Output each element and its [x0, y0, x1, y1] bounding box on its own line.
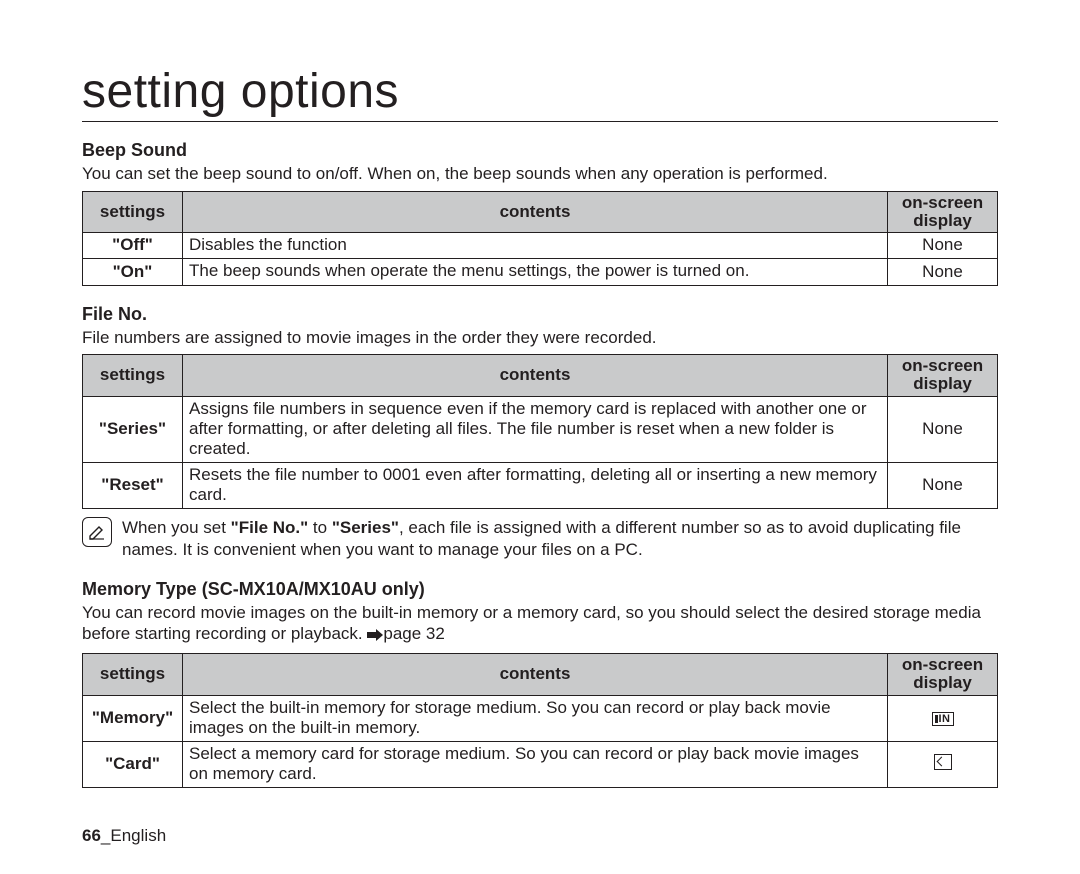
arrow-right-icon [367, 625, 383, 647]
note-b2: "Series" [332, 518, 399, 537]
cell-display: None [888, 233, 998, 259]
cell-setting: "Reset" [83, 463, 183, 509]
table-header-row: settings contents on-screendisplay [83, 191, 998, 233]
table-header-row: settings contents on-screendisplay [83, 654, 998, 696]
cell-contents: Resets the file number to 0001 even afte… [183, 463, 888, 509]
table-row: "On" The beep sounds when operate the me… [83, 259, 998, 285]
th-display-l2: display [913, 374, 972, 393]
table-memtype: settings contents on-screendisplay "Memo… [82, 653, 998, 788]
table-row: "Memory" Select the built-in memory for … [83, 695, 998, 741]
page-footer: 66_English [82, 826, 166, 846]
th-display-l1: on-screen [902, 193, 983, 212]
section-title-fileno: File No. [82, 304, 998, 325]
th-contents: contents [183, 191, 888, 233]
cell-contents: Select a memory card for storage medium.… [183, 741, 888, 787]
cell-display: None [888, 463, 998, 509]
pencil-note-icon [87, 522, 107, 542]
table-row: "Off" Disables the function None [83, 233, 998, 259]
footer-sep: _ [101, 826, 110, 845]
th-display-l1: on-screen [902, 356, 983, 375]
memory-card-icon [934, 754, 952, 770]
th-display: on-screendisplay [888, 191, 998, 233]
th-contents: contents [183, 654, 888, 696]
note-text: When you set "File No." to "Series", eac… [122, 517, 998, 561]
cell-contents: Disables the function [183, 233, 888, 259]
cell-setting: "Off" [83, 233, 183, 259]
cell-display: None [888, 396, 998, 462]
memtype-page-ref: page 32 [383, 624, 444, 643]
note-icon [82, 517, 112, 547]
note-pre: When you set [122, 518, 231, 537]
note-fileno: When you set "File No." to "Series", eac… [82, 517, 998, 561]
note-b1: "File No." [231, 518, 309, 537]
th-display: on-screendisplay [888, 654, 998, 696]
table-beep: settings contents on-screendisplay "Off"… [82, 191, 998, 286]
table-fileno: settings contents on-screendisplay "Seri… [82, 354, 998, 509]
footer-lang: English [110, 826, 166, 845]
chapter-title: setting options [82, 64, 998, 119]
section-desc-memtype: You can record movie images on the built… [82, 602, 998, 648]
section-title-beep: Beep Sound [82, 140, 998, 161]
cell-contents: The beep sounds when operate the menu se… [183, 259, 888, 285]
cell-setting: "On" [83, 259, 183, 285]
th-settings: settings [83, 191, 183, 233]
page-number: 66 [82, 826, 101, 845]
th-settings: settings [83, 654, 183, 696]
cell-contents: Assigns file numbers in sequence even if… [183, 396, 888, 462]
table-row: "Series" Assigns file numbers in sequenc… [83, 396, 998, 462]
th-display-l1: on-screen [902, 655, 983, 674]
section-desc-fileno: File numbers are assigned to movie image… [82, 327, 998, 349]
cell-display [888, 741, 998, 787]
th-display-l2: display [913, 673, 972, 692]
table-header-row: settings contents on-screendisplay [83, 355, 998, 397]
cell-contents: Select the built-in memory for storage m… [183, 695, 888, 741]
th-display-l2: display [913, 211, 972, 230]
th-contents: contents [183, 355, 888, 397]
memtype-desc-pre: You can record movie images on the built… [82, 603, 981, 644]
cell-display: IN [888, 695, 998, 741]
table-row: "Card" Select a memory card for storage … [83, 741, 998, 787]
page: setting options Beep Sound You can set t… [0, 0, 1080, 788]
th-settings: settings [83, 355, 183, 397]
cell-setting: "Memory" [83, 695, 183, 741]
chapter-rule [82, 121, 998, 122]
section-title-memtype: Memory Type (SC-MX10A/MX10AU only) [82, 579, 998, 600]
section-desc-beep: You can set the beep sound to on/off. Wh… [82, 163, 998, 185]
cell-setting: "Series" [83, 396, 183, 462]
table-row: "Reset" Resets the file number to 0001 e… [83, 463, 998, 509]
note-mid1: to [308, 518, 332, 537]
cell-display: None [888, 259, 998, 285]
th-display: on-screendisplay [888, 355, 998, 397]
memory-in-icon: IN [932, 712, 954, 726]
cell-setting: "Card" [83, 741, 183, 787]
